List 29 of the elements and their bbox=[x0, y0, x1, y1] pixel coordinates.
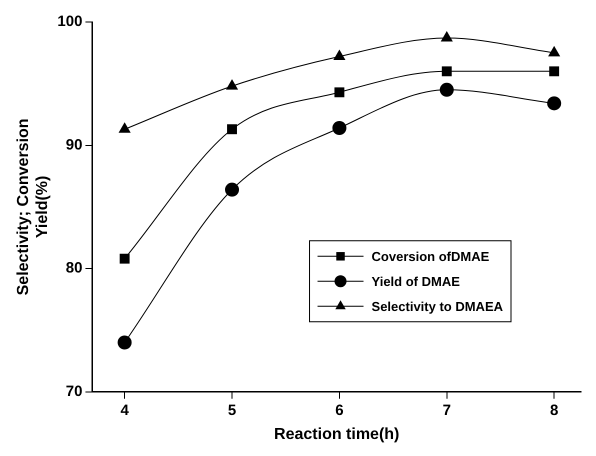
point bbox=[225, 182, 240, 197]
y-tick-label: 80 bbox=[66, 260, 82, 277]
x-tick-label: 5 bbox=[228, 402, 236, 419]
point bbox=[118, 122, 131, 133]
point bbox=[442, 66, 452, 76]
legend-label: Yield of DMAE bbox=[372, 274, 460, 289]
x-tick-label: 7 bbox=[442, 402, 451, 419]
y-tick-label: 100 bbox=[57, 13, 82, 30]
point bbox=[548, 46, 560, 56]
point bbox=[334, 87, 344, 98]
point bbox=[440, 82, 454, 97]
point bbox=[226, 79, 238, 90]
x-tick-label: 8 bbox=[550, 402, 558, 419]
y-tick-label: 70 bbox=[66, 382, 82, 400]
point bbox=[227, 124, 237, 134]
y-axis-title: Selectivity; Conversion Yield(%) bbox=[15, 118, 52, 296]
point bbox=[333, 50, 346, 60]
x-tick-label: 6 bbox=[335, 402, 344, 419]
legend-label: Selectivity to DMAEA bbox=[372, 298, 504, 314]
x-axis-title: Reaction time(h) bbox=[274, 426, 400, 443]
point bbox=[120, 254, 130, 264]
point bbox=[440, 31, 453, 42]
legend-label: Coversion ofDMAE bbox=[372, 248, 490, 264]
x-tick-label: 4 bbox=[120, 402, 130, 419]
point bbox=[118, 335, 132, 350]
point bbox=[549, 66, 560, 76]
point bbox=[332, 121, 346, 136]
point bbox=[547, 96, 562, 110]
y-tick-label: 90 bbox=[66, 136, 82, 154]
